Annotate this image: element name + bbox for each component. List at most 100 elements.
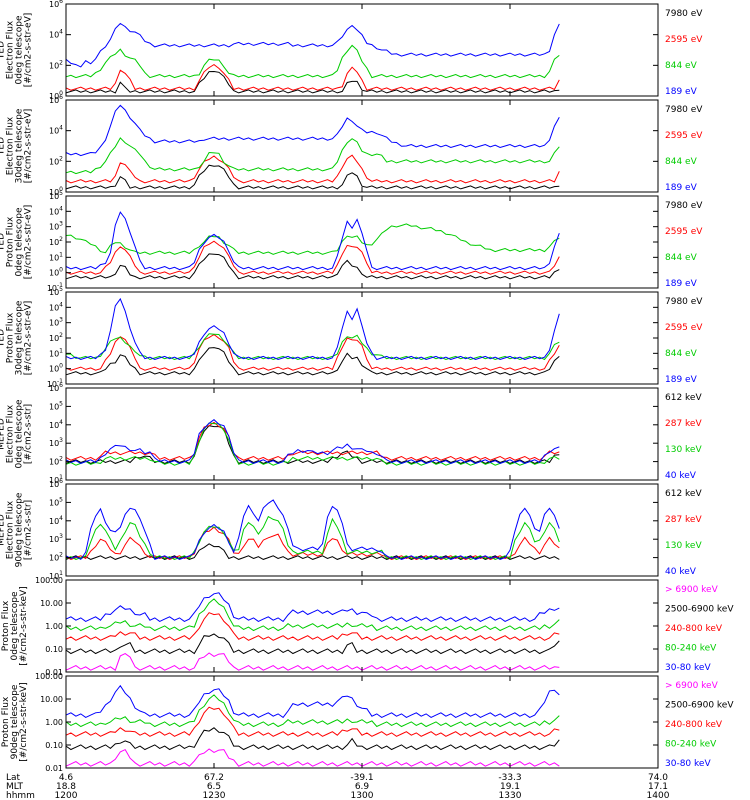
y-axis-label-line: [#/cm2-s-str] (24, 404, 34, 464)
y-tick-label: 102 (49, 552, 63, 563)
y-axis-label: TEDProton Flux30deg telescope[#/cm2-s-st… (0, 300, 34, 375)
legend-label: 844 eV (665, 253, 698, 263)
x-row-label: hhmm (6, 791, 35, 800)
legend-label: 7980 eV (665, 297, 703, 307)
legend-label: > 6900 keV (665, 585, 719, 595)
legend-label: 844 eV (665, 61, 698, 71)
y-axis-label: Proton Flux0deg telescope[#/cm2-s-str-ke… (1, 586, 29, 665)
x-row-label: Lat (6, 773, 21, 783)
series-line--6900-kev (65, 652, 560, 671)
y-axis-label-line: [#/cm2-s-str-keV] (19, 682, 29, 761)
series-line-30-80-kev (65, 592, 560, 623)
panel-2: 100 102 104 106 TEDElectron Flux30deg telesc… (0, 94, 703, 197)
y-axis-label-line: Proton Flux (6, 312, 16, 363)
legend-label: 30-80 keV (665, 663, 711, 673)
y-tick-label: 103 (49, 437, 63, 448)
legend-label: 844 eV (665, 349, 698, 359)
legend-label: 2595 eV (665, 323, 703, 333)
y-tick-label: 104 (49, 29, 63, 40)
legend-label: 130 keV (665, 541, 702, 551)
legend-label: 189 eV (665, 183, 698, 193)
y-tick-label: 1.00 (45, 718, 63, 727)
y-tick-label: 102 (49, 236, 63, 247)
y-tick-label: 105 (49, 190, 63, 201)
y-axis-label: MEPEDElectron Flux90deg telescope[#/cm2-… (0, 492, 34, 567)
x-tick-label: 74.0 (648, 773, 668, 783)
series-line-7980-ev (65, 70, 560, 94)
legend-label: 40 keV (665, 471, 697, 481)
y-tick-label: 0.01 (45, 764, 63, 773)
y-axis-label-line: 30deg telescope (15, 300, 25, 375)
y-tick-label: 102 (49, 332, 63, 343)
x-row-label: MLT (6, 782, 24, 792)
y-tick-label: 103 (49, 221, 63, 232)
y-axis-label: Proton Flux90deg telescope[#/cm2-s-str-k… (1, 682, 29, 761)
series-line-189-ev (65, 297, 560, 361)
y-tick-label: 101 (49, 570, 63, 581)
legend-label: 2595 eV (665, 35, 703, 45)
y-axis-label-line: 90deg telescope (15, 492, 25, 567)
y-axis-label: TEDElectron Flux30deg telescope[#/cm2-s-… (0, 108, 34, 183)
x-tick-label: 19.1 (500, 782, 520, 792)
legend-label: 7980 eV (665, 201, 703, 211)
x-tick-label: 67.2 (204, 773, 224, 783)
panel-8: 0.01 0.10 1.00 10.00 100.00 Proton Flux90deg … (1, 672, 734, 773)
series-line-240-800-kev (65, 706, 560, 737)
series-line-130-kev (65, 422, 560, 466)
panel-6: 101 102 103 104 105 106 MEPEDElectron Flux90de… (0, 478, 702, 581)
panel-frame (65, 579, 659, 673)
x-tick-label: 1200 (55, 791, 78, 800)
y-axis-label-line: 0deg telescope (15, 207, 25, 277)
legend-label: 189 eV (665, 279, 698, 289)
y-tick-label: 10-1 (47, 378, 63, 389)
legend-label: 240-800 keV (665, 624, 723, 634)
y-tick-label: 101 (49, 347, 63, 358)
series-line-2500-6900-kev (65, 727, 560, 751)
y-tick-label: 10.00 (40, 695, 63, 704)
y-tick-label: 104 (49, 301, 63, 312)
y-tick-label: 105 (49, 286, 63, 297)
series-line-844-ev (65, 223, 560, 255)
y-axis-label-line: TED (0, 233, 7, 252)
y-tick-label: 100 (49, 90, 63, 101)
y-axis-label-line: Electron Flux (6, 500, 16, 559)
y-tick-label: 106 (49, 478, 63, 489)
series-line-2595-ev (65, 63, 560, 91)
y-tick-label: 0.10 (45, 741, 63, 750)
x-tick-label: 4.6 (59, 773, 74, 783)
panel-frame (65, 291, 659, 385)
series-line-189-ev (65, 104, 560, 157)
panel-frame (65, 3, 659, 97)
y-axis-label-line: TED (0, 137, 7, 156)
x-tick-label: 17.1 (648, 782, 668, 792)
legend-label: 2500-6900 keV (665, 605, 734, 615)
series-line-80-240-kev (65, 598, 560, 632)
y-axis-label-line: 90deg telescope (10, 684, 20, 759)
panel-4: 10-1 100 101 102 103 104 105 TEDProton Flux30de… (0, 286, 703, 389)
series-line-2500-6900-kev (65, 633, 560, 655)
x-tick-label: -33.3 (498, 773, 521, 783)
y-axis-label-line: TED (0, 329, 7, 348)
y-axis-label-line: Electron Flux (6, 404, 16, 463)
legend-label: 80-240 keV (665, 740, 717, 750)
y-axis-label-line: Proton Flux (6, 216, 16, 267)
panel-5: 101 102 103 104 105 106 MEPEDElectron Flux0deg… (0, 382, 702, 485)
y-axis-label-line: Proton Flux (1, 696, 11, 747)
y-tick-label: 101 (49, 474, 63, 485)
panel-1: 100 102 104 106 TEDElectron Flux0deg telesco… (0, 0, 703, 101)
panel-7: 0.01 0.10 1.00 10.00 100.00 Proton Flux0deg t… (1, 576, 734, 677)
y-axis-label: TEDElectron Flux0deg telescope[#/cm2-s-s… (0, 13, 34, 88)
y-tick-label: 106 (49, 94, 63, 105)
x-tick-label: 6.5 (207, 782, 221, 792)
y-axis-label-line: 0deg telescope (10, 591, 20, 661)
legend-label: 2595 eV (665, 227, 703, 237)
series-line-130-kev (65, 515, 560, 560)
legend-label: 612 keV (665, 489, 702, 499)
legend-label: 2595 eV (665, 131, 703, 141)
panel-3: 10-1 100 101 102 103 104 105 TEDProton Flux0deg… (0, 190, 703, 293)
y-tick-label: 100 (49, 363, 63, 374)
legend-label: 30-80 keV (665, 759, 711, 769)
y-axis-label-line: Electron Flux (6, 20, 16, 79)
x-tick-label: 18.8 (56, 782, 76, 792)
